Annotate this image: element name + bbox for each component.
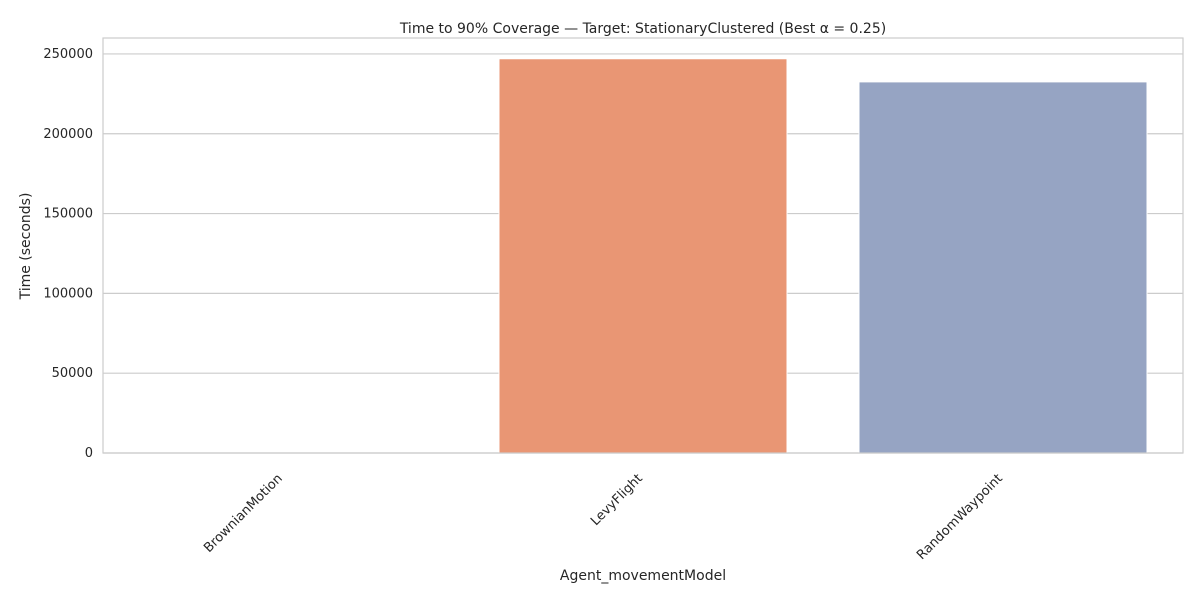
x-tick-label-2: RandomWaypoint — [914, 471, 1006, 563]
x-axis-label: Agent_movementModel — [560, 568, 726, 584]
bar-LevyFlight — [498, 58, 788, 454]
y-tick-label-2: 100000 — [43, 286, 93, 301]
bar-RandomWaypoint — [858, 81, 1148, 454]
chart-title: Time to 90% Coverage — Target: Stationar… — [399, 21, 886, 37]
y-axis-label: Time (seconds) — [18, 193, 34, 301]
axes-layer — [102, 37, 1184, 454]
y-tick-label-5: 250000 — [43, 47, 93, 62]
y-tick-label-0: 0 — [85, 446, 93, 461]
x-tick-label-1: LevyFlight — [588, 471, 646, 529]
plot-frame — [102, 37, 1184, 454]
y-tick-label-3: 150000 — [43, 207, 93, 222]
x-tick-label-0: BrownianMotion — [201, 471, 286, 556]
y-tick-label-1: 50000 — [52, 366, 93, 381]
y-tick-label-4: 200000 — [43, 127, 93, 142]
bars-layer — [498, 58, 1148, 454]
